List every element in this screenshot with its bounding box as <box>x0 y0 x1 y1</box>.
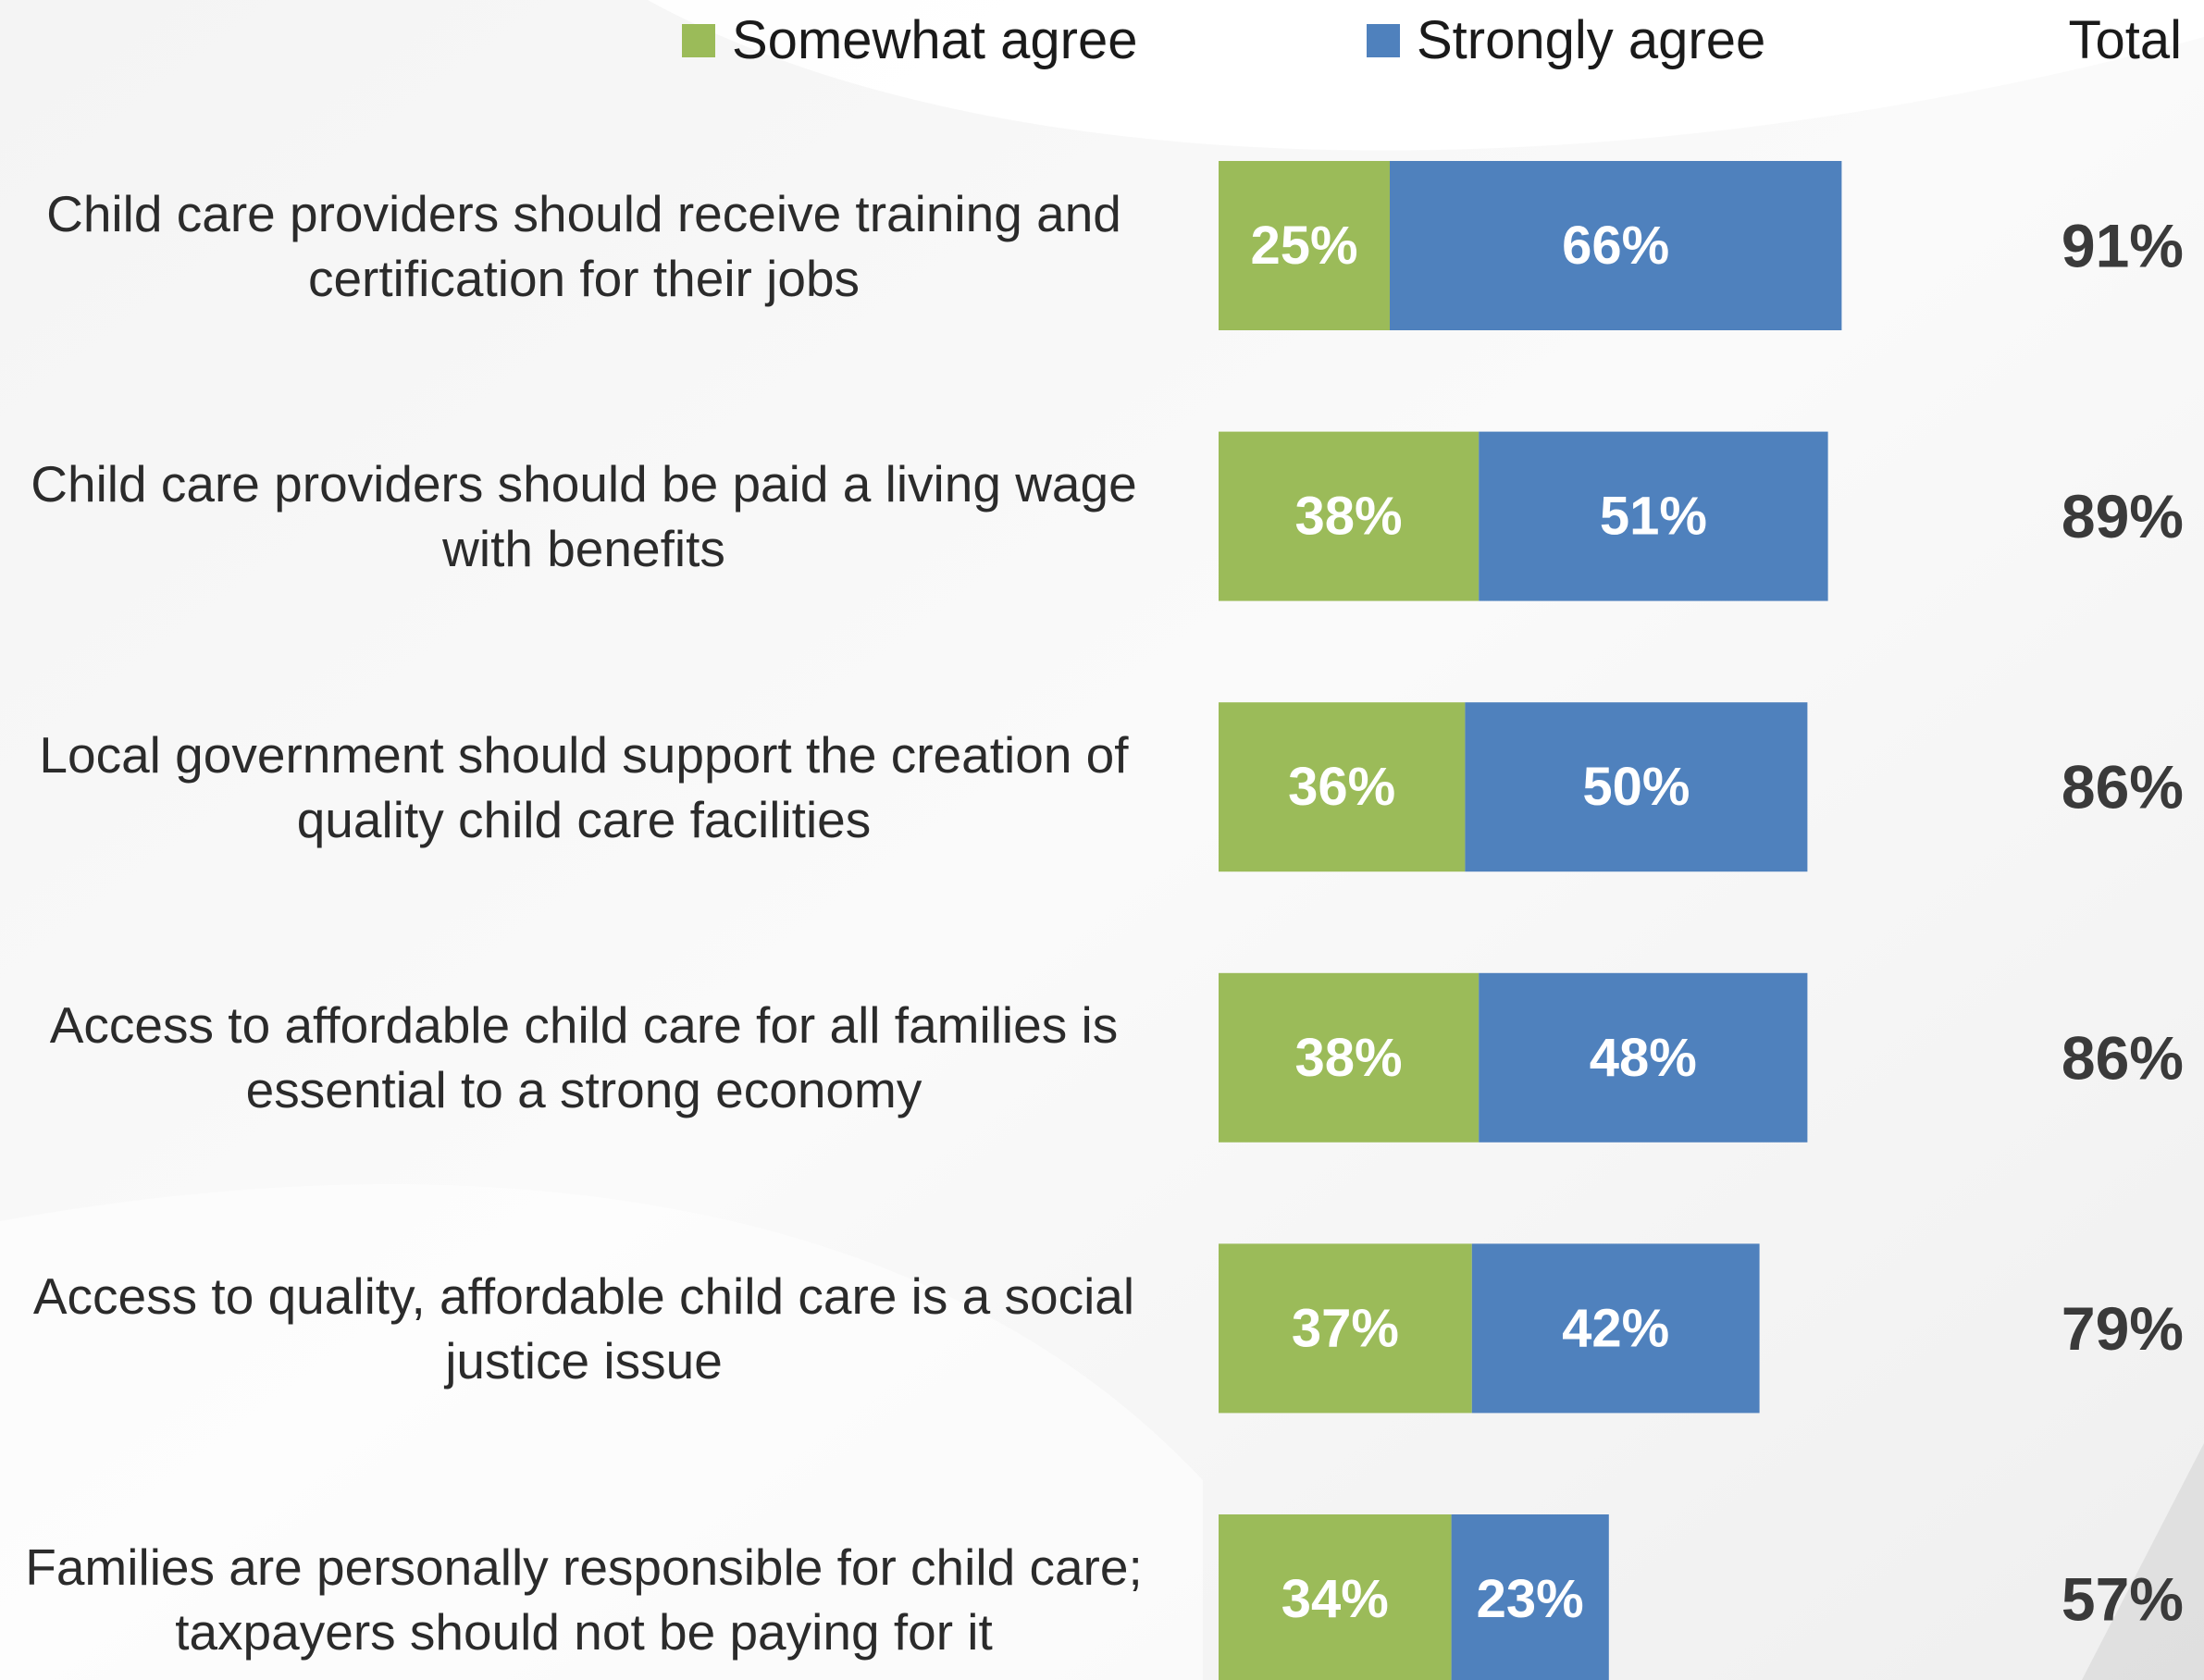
data-label-somewhat-agree: 38% <box>1295 1028 1403 1088</box>
row-label: Child care providers should be paid a li… <box>0 451 1168 581</box>
data-label-strongly-agree: 51% <box>1600 487 1707 547</box>
data-label-somewhat-agree: 25% <box>1250 216 1357 276</box>
total-value: 89% <box>2062 482 2184 550</box>
bar-row: 34% 23% 57% <box>1219 1514 2184 1680</box>
bar-somewhat-agree <box>1219 161 1390 330</box>
data-label-strongly-agree: 50% <box>1582 757 1690 817</box>
row-label-line: certification for their jobs <box>307 249 861 307</box>
data-label-somewhat-agree: 34% <box>1282 1569 1389 1629</box>
row-label-line: with benefits <box>442 520 725 578</box>
bar-row: 25% 66% 91% <box>1219 161 2184 330</box>
legend-swatch-somewhat <box>682 23 715 57</box>
row-label: Access to affordable child care for all … <box>0 993 1168 1122</box>
row-label-line: quality child care facilities <box>296 790 872 848</box>
total-value: 86% <box>2062 1023 2184 1092</box>
data-label-strongly-agree: 66% <box>1562 216 1669 276</box>
bar-somewhat-agree <box>1219 972 1480 1143</box>
legend-somewhat: Somewhat agree <box>682 9 1137 71</box>
total-value: 79% <box>2062 1294 2184 1363</box>
row-label-line: Access to quality, affordable child care… <box>32 1266 1135 1325</box>
total-value: 86% <box>2062 753 2184 821</box>
row-label-line: Access to affordable child care for all … <box>49 996 1119 1055</box>
row-label: Families are personally responsible for … <box>0 1535 1168 1664</box>
data-label-somewhat-agree: 37% <box>1292 1298 1399 1358</box>
bar-somewhat-agree <box>1219 1514 1452 1680</box>
row-label-line: Local government should support the crea… <box>39 725 1129 784</box>
row-label-line: Child care providers should be paid a li… <box>31 455 1137 513</box>
total-value: 57% <box>2062 1565 2184 1634</box>
row-label-line: essential to a strong economy <box>245 1061 922 1119</box>
row-label-line: Families are personally responsible for … <box>25 1538 1143 1596</box>
row-label: Child care providers should receive trai… <box>0 181 1168 311</box>
row-label: Access to quality, affordable child care… <box>0 1264 1168 1393</box>
bar-row: 38% 51% 89% <box>1219 431 2184 601</box>
data-label-somewhat-agree: 36% <box>1288 757 1395 817</box>
bar-strongly-agree <box>1471 1243 1760 1414</box>
data-label-strongly-agree: 42% <box>1562 1298 1669 1358</box>
row-label-line: Child care providers should receive trai… <box>46 184 1121 242</box>
legend-label-strongly: Strongly agree <box>1417 10 1766 70</box>
bar-row: 36% 50% 86% <box>1219 702 2184 872</box>
bar-row: 37% 42% 79% <box>1219 1243 2184 1414</box>
row-label: Local government should support the crea… <box>0 723 1168 852</box>
total-header: Total <box>2068 10 2182 70</box>
data-label-strongly-agree: 23% <box>1477 1569 1584 1629</box>
bar-somewhat-agree <box>1219 702 1466 872</box>
bar-strongly-agree <box>1465 702 1808 872</box>
bar-somewhat-agree <box>1219 1243 1472 1414</box>
row-label-line: taxpayers should not be paying for it <box>175 1602 993 1661</box>
row-label-line: justice issue <box>445 1331 723 1390</box>
total-value: 91% <box>2062 212 2184 280</box>
bar-strongly-agree <box>1390 161 1842 330</box>
bar-row: 38% 48% 86% <box>1219 972 2184 1143</box>
bar-strongly-agree <box>1479 972 1808 1143</box>
legend-strongly: Strongly agree <box>1367 9 1765 71</box>
legend-swatch-strongly <box>1367 23 1400 57</box>
bar-strongly-agree <box>1451 1514 1609 1680</box>
legend-label-somewhat: Somewhat agree <box>732 10 1138 70</box>
data-label-strongly-agree: 48% <box>1590 1028 1697 1088</box>
bar-strongly-agree <box>1479 431 1828 601</box>
data-label-somewhat-agree: 38% <box>1295 487 1403 547</box>
bar-somewhat-agree <box>1219 431 1480 601</box>
